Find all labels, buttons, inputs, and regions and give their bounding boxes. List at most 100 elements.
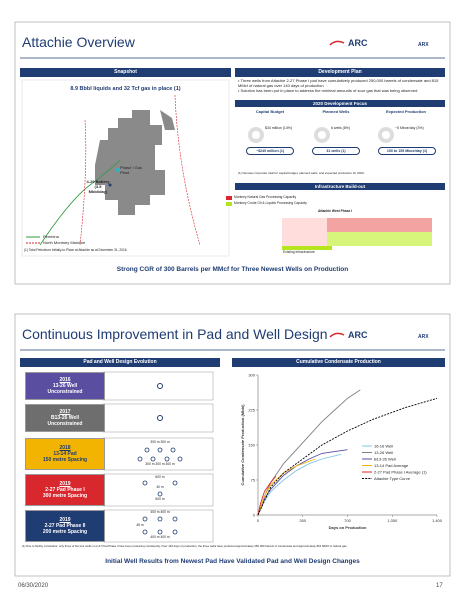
total-pill: 31 wells (1)	[312, 147, 360, 155]
land-block	[95, 110, 165, 215]
box-year: 2017	[59, 409, 71, 415]
y-tick-label: 225	[248, 407, 255, 412]
design-box: 2018 13-14 Pad 150 metre Spacing	[25, 438, 105, 470]
spacing-label: 300 m 300 m	[150, 440, 170, 444]
spacing-label: 400 m 400 m	[150, 510, 170, 514]
section-header: Snapshot	[20, 68, 231, 77]
total-pill: ~$240 million (1)	[246, 147, 294, 155]
slide-title: Attachie Overview	[22, 34, 135, 50]
box-line: Unconstrained	[47, 421, 83, 427]
slide-title: Continuous Improvement in Pad and Well D…	[22, 326, 328, 342]
land-block	[160, 110, 175, 130]
section-header: Pad and Well Design Evolution	[20, 358, 220, 367]
legend-label: North Montney Mainline	[43, 240, 86, 245]
bullet: • Solution has been put in place to addr…	[238, 88, 418, 93]
box-line: 300 metre Spacing	[42, 493, 88, 499]
box-line: 13-26 Well	[52, 383, 78, 389]
footer-date: 06/30/2020	[18, 583, 49, 589]
well-pattern	[137, 447, 183, 535]
y-tick-label: 150	[248, 442, 255, 447]
design-box: 2019 2-27 Pad Phase II 200 metre Spacing	[25, 510, 105, 542]
spacing-label: 45 m	[136, 523, 144, 527]
pipeline	[174, 94, 201, 246]
infra-block	[282, 218, 327, 246]
x-tick-label: 1,050	[387, 518, 398, 523]
map-label: Phase I Gas Plant	[120, 165, 143, 175]
series-line	[257, 475, 277, 516]
infra-block	[282, 246, 332, 250]
sub-header: 2020 Development Focus	[235, 100, 445, 107]
pipeline	[39, 159, 121, 246]
design-box: 2017 B13-26 Well Unconstrained	[25, 404, 105, 432]
donut-hole	[318, 131, 326, 139]
column-detail: 6 wells (8%)	[331, 126, 351, 130]
column-detail: ~5 Mboe/day (3%)	[395, 126, 424, 130]
logo: ARC	[348, 330, 368, 340]
box-line: 13-14 Pad	[53, 451, 77, 457]
series-line	[257, 449, 348, 516]
chart: 0 75 150 225 300 0 350 700 1,050 1,400 Days on Pro…	[240, 372, 443, 530]
logo-swoosh	[329, 40, 345, 46]
banner: Strong CGR of 300 Barrels per MMcf for T…	[116, 266, 349, 273]
diagram-cell	[102, 473, 214, 507]
legend-swatch	[226, 196, 232, 200]
box-year: 2019	[59, 517, 71, 523]
box-line: Unconstrained	[47, 389, 83, 395]
bullet-text: Three wells from Attachie 2-27 Phase I p…	[238, 78, 439, 88]
spacing-label: 400 m 400 m	[150, 535, 170, 539]
logo: ARX	[418, 42, 429, 48]
series-line	[257, 458, 316, 516]
battery-marker	[108, 183, 112, 187]
y-tick-label: 300	[248, 372, 255, 377]
sub-header: Infrastructure Build-out	[235, 183, 445, 190]
footnote: (1) Total Petroleum Initially-in-Place a…	[24, 248, 128, 252]
spacing-label: 40 m	[156, 485, 164, 489]
column-title: Expected Production	[385, 109, 426, 114]
pipeline	[79, 119, 87, 246]
infra-label: Attachie West Phase I	[318, 209, 353, 213]
footnote: (1) Due to facility constraints, only th…	[22, 544, 348, 548]
legend-label: 13-14 Pad Average	[374, 463, 409, 468]
legend-label: 2-27 Pad Phase I Average (1)	[374, 469, 427, 474]
logo: ARC	[348, 38, 368, 48]
spacing-label: 600 m	[155, 475, 165, 479]
well-symbol	[157, 383, 163, 389]
design-box: 2016 13-26 Well Unconstrained	[25, 372, 105, 400]
x-tick-label: 350	[299, 518, 306, 523]
diagram-cell	[102, 509, 214, 543]
box-line: B13-26 Well	[51, 415, 79, 421]
x-tick-label: 700	[344, 518, 351, 523]
column-title: Planned Wells	[322, 109, 350, 114]
y-tick-label: 75	[251, 477, 256, 482]
box-line: 200 metre Spacing	[42, 529, 88, 535]
column-detail: $34 million (14%)	[265, 126, 293, 130]
donut-hole	[382, 131, 390, 139]
donut-hole	[252, 131, 260, 139]
legend-label: 16-16 Well	[374, 443, 393, 448]
logo: ARX	[418, 334, 429, 340]
box-year: 2018	[59, 445, 71, 451]
well-symbol	[157, 415, 163, 421]
column-title: Capital Budget	[255, 109, 285, 114]
box-line: 2-27 Pad Phase II	[44, 523, 86, 529]
box-line: 2-27 Pad Phase I	[45, 487, 85, 493]
series-line	[257, 397, 438, 516]
box-year: 2019	[59, 481, 71, 487]
y-axis-label: Cumulative Condensate Production (Mbbl)	[240, 404, 245, 486]
logo-swoosh	[329, 332, 345, 338]
legend-label: 13-26 Well	[374, 450, 393, 455]
box-line: 150 metre Spacing	[42, 457, 88, 463]
x-tick-label: 0	[257, 518, 260, 523]
x-tick-label: 1,400	[432, 518, 443, 523]
legend-swatch	[226, 202, 232, 206]
spacing-label: 300 m 300 m 300 m	[145, 462, 175, 466]
plant-marker	[116, 168, 120, 172]
diagram-cell	[102, 437, 214, 471]
total-pill: 150 to 155 Mboe/day (1)	[378, 147, 436, 155]
spacing-label: 600 m	[155, 497, 165, 501]
headline: 8.9 Bbbl liquids and 32 Tcf gas in place…	[70, 86, 181, 92]
bullet-text: Solution has been put in place to addres…	[240, 88, 418, 93]
